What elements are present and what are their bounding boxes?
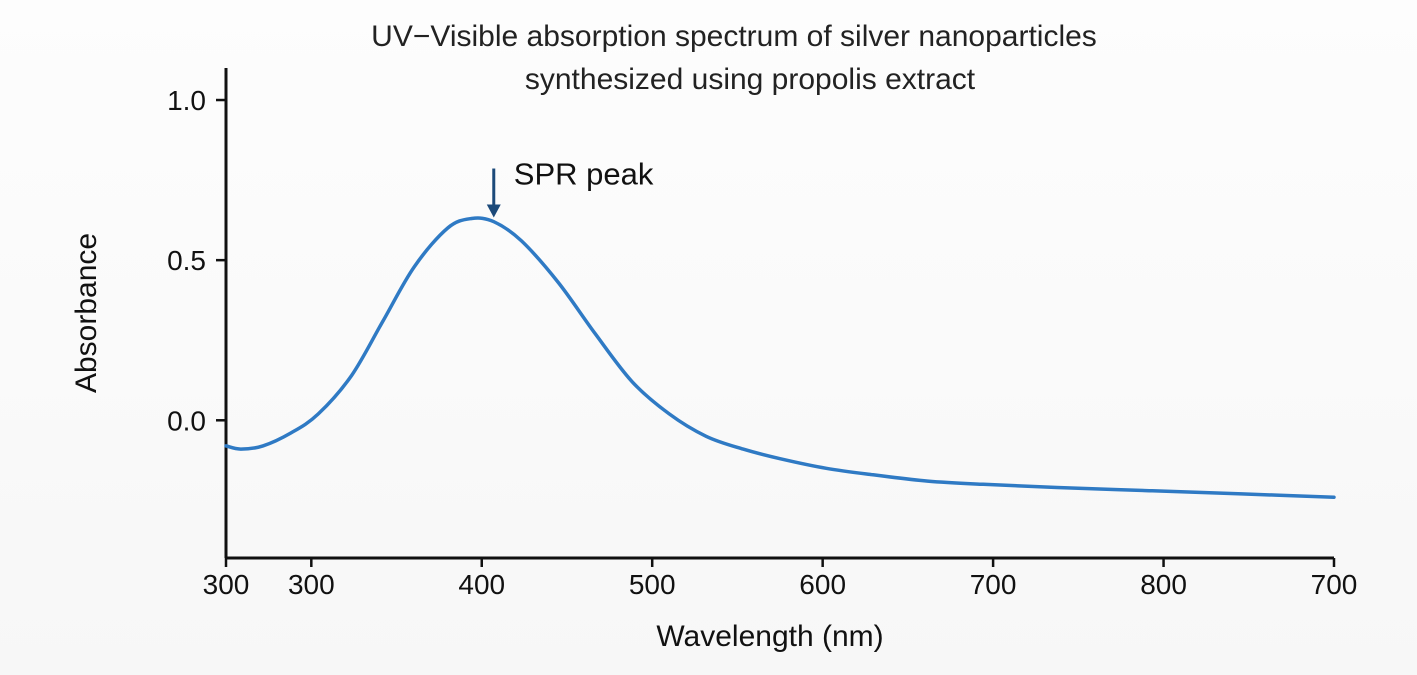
y-axis-ticks: 0.0 0.5 1.0 bbox=[167, 85, 226, 436]
y-tick-label: 0.5 bbox=[167, 245, 206, 276]
spr-peak-arrowhead bbox=[486, 204, 501, 218]
x-tick-label: 300 bbox=[203, 569, 250, 600]
x-axis-ticks: 300 300 400 500 600 700 800 700 bbox=[203, 558, 1358, 600]
x-tick-label: 400 bbox=[458, 569, 505, 600]
chart-title-line-2: synthesized using propolis extract bbox=[525, 63, 976, 96]
spr-peak-annotation: SPR peak bbox=[486, 157, 654, 218]
x-tick-label: 600 bbox=[799, 569, 846, 600]
chart-title-line-1: UV−Visible absorption spectrum of silver… bbox=[371, 20, 1097, 53]
y-tick-label: 1.0 bbox=[167, 85, 206, 116]
x-tick-label: 500 bbox=[629, 569, 676, 600]
spr-peak-label: SPR peak bbox=[514, 157, 654, 192]
x-axis-label: Wavelength (nm) bbox=[656, 620, 883, 653]
y-axis-label: Absorbance bbox=[70, 233, 103, 393]
y-tick-label: 0.0 bbox=[167, 405, 206, 436]
x-tick-label: 700 bbox=[970, 569, 1017, 600]
x-tick-label: 300 bbox=[288, 569, 335, 600]
x-tick-label: 700 bbox=[1311, 569, 1358, 600]
x-tick-label: 800 bbox=[1140, 569, 1187, 600]
absorbance-series-line bbox=[224, 216, 1336, 499]
